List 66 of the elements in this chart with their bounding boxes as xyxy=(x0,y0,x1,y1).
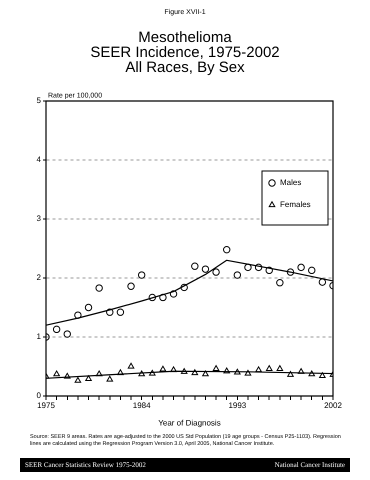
point xyxy=(85,375,92,381)
point xyxy=(234,368,241,374)
point xyxy=(298,368,304,374)
point xyxy=(286,268,294,276)
x-tick-label: 1984 xyxy=(132,401,152,410)
point xyxy=(308,266,316,274)
point xyxy=(255,366,262,372)
point xyxy=(202,265,210,273)
point xyxy=(297,264,305,272)
point xyxy=(127,282,135,290)
y-tick-label: 5 xyxy=(36,96,42,106)
y-tick-label: 0 xyxy=(36,391,42,400)
point xyxy=(308,370,316,376)
point xyxy=(96,370,102,376)
point xyxy=(170,290,178,298)
point xyxy=(191,262,199,270)
point xyxy=(266,266,273,274)
point xyxy=(266,365,272,371)
point xyxy=(319,372,326,378)
point xyxy=(52,326,60,334)
y-tick-label: 3 xyxy=(36,214,42,224)
x-axis-title: Year of Diagnosis xyxy=(158,418,221,428)
point xyxy=(53,370,60,376)
point xyxy=(160,366,166,372)
point xyxy=(254,264,262,272)
point xyxy=(212,268,220,276)
point xyxy=(180,284,188,292)
point xyxy=(84,304,92,312)
point xyxy=(74,311,82,319)
chart-title: Mesothelioma SEER Incidence, 1975-2002 All Races, By Sex xyxy=(89,29,281,76)
point xyxy=(192,369,198,376)
point xyxy=(318,278,326,286)
point xyxy=(95,284,103,292)
point xyxy=(74,376,82,383)
y-tick-label: 4 xyxy=(36,155,42,164)
point xyxy=(276,365,284,371)
point xyxy=(149,370,156,376)
point xyxy=(212,365,220,371)
point xyxy=(180,368,188,374)
point xyxy=(138,370,145,376)
point xyxy=(287,371,294,377)
point xyxy=(244,370,252,376)
point xyxy=(148,294,156,302)
point xyxy=(234,271,242,279)
x-tick-label: 1975 xyxy=(37,401,56,410)
point xyxy=(117,369,124,376)
x-tick-label: 1993 xyxy=(228,401,247,410)
point xyxy=(128,362,134,369)
point xyxy=(106,376,114,382)
point xyxy=(116,308,124,316)
point xyxy=(202,370,209,376)
point xyxy=(223,368,230,374)
x-tick-label: 2002 xyxy=(324,401,342,410)
point xyxy=(244,264,252,272)
legend-label: Females xyxy=(280,200,311,210)
point xyxy=(64,372,71,379)
point xyxy=(170,366,177,372)
y-tick-label: 1 xyxy=(36,332,42,342)
y-tick-label: 2 xyxy=(36,273,42,282)
point xyxy=(159,294,167,302)
point xyxy=(276,279,284,286)
point xyxy=(106,308,114,316)
legend-label: Males xyxy=(280,178,302,188)
point xyxy=(138,271,146,279)
point xyxy=(223,246,230,254)
point xyxy=(64,330,71,338)
